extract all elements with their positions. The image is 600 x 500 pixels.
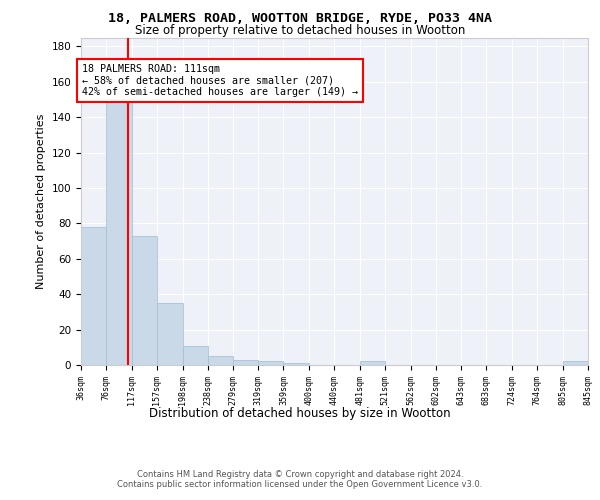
- Bar: [81, 227, 106, 365]
- Bar: [259, 362, 283, 365]
- Text: Distribution of detached houses by size in Wootton: Distribution of detached houses by size …: [149, 408, 451, 420]
- Text: Contains HM Land Registry data © Crown copyright and database right 2024.
Contai: Contains HM Land Registry data © Crown c…: [118, 470, 482, 490]
- Bar: [233, 360, 259, 365]
- Text: 18 PALMERS ROAD: 111sqm
← 58% of detached houses are smaller (207)
42% of semi-d: 18 PALMERS ROAD: 111sqm ← 58% of detache…: [82, 64, 358, 98]
- Bar: [132, 236, 157, 365]
- Bar: [360, 362, 385, 365]
- Bar: [157, 303, 182, 365]
- Y-axis label: Number of detached properties: Number of detached properties: [36, 114, 46, 289]
- Text: 18, PALMERS ROAD, WOOTTON BRIDGE, RYDE, PO33 4NA: 18, PALMERS ROAD, WOOTTON BRIDGE, RYDE, …: [108, 12, 492, 26]
- Bar: [208, 356, 233, 365]
- Text: Size of property relative to detached houses in Wootton: Size of property relative to detached ho…: [135, 24, 465, 37]
- Bar: [563, 362, 588, 365]
- Bar: [182, 346, 208, 365]
- Bar: [106, 100, 132, 365]
- Bar: [283, 363, 309, 365]
